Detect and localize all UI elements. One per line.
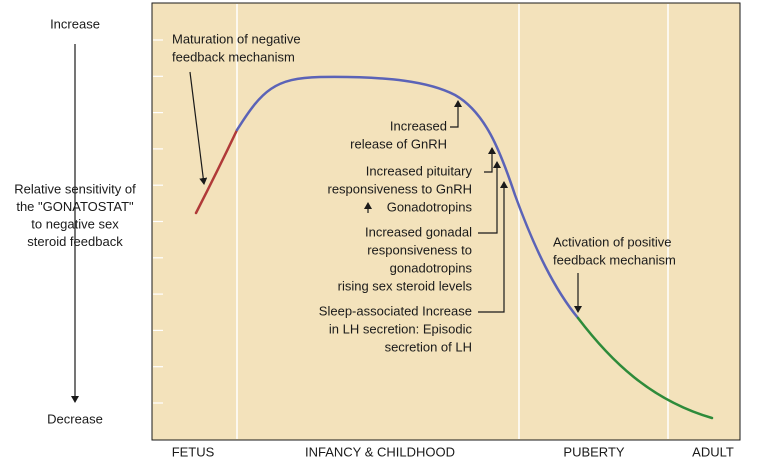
panel (151, 2, 741, 441)
annotation: responsiveness to (367, 242, 472, 257)
annotation: Gonadotropins (387, 199, 473, 214)
annotation: in LH secretion: Episodic (329, 321, 473, 336)
x-label: PUBERTY (563, 444, 624, 459)
y-bottom-label: Decrease (47, 411, 103, 426)
annotation: release of GnRH (350, 136, 447, 151)
annotation: Activation of positive (553, 234, 672, 249)
y-axis-title: Relative sensitivity of (14, 181, 136, 196)
annotation: gonadotropins (390, 260, 473, 275)
annotation-arrows (189, 71, 582, 313)
curve-fetal (194, 128, 239, 215)
y-axis-title: steroid feedback (27, 234, 123, 249)
y-axis-title: to negative sex (31, 216, 119, 231)
axis-ticks (153, 39, 163, 404)
curve-puberty (576, 316, 714, 420)
annotation: Increased pituitary (366, 163, 473, 178)
annotation: Increased gonadal (365, 224, 472, 239)
stage-dividers (236, 4, 669, 439)
annotation: Maturation of negative (172, 31, 301, 46)
annotation: secretion of LH (385, 339, 472, 354)
x-label: FETUS (172, 444, 215, 459)
curve (194, 75, 714, 420)
annotation: feedback mechanism (172, 49, 295, 64)
annotation: feedback mechanism (553, 252, 676, 267)
y-top-label: Increase (50, 16, 100, 31)
y-axis-title: the "GONATOSTAT" (16, 199, 134, 214)
annotation: Increased (390, 118, 447, 133)
annotation: rising sex steroid levels (338, 278, 473, 293)
x-label: ADULT (692, 444, 734, 459)
annotation: responsiveness to GnRH (327, 181, 472, 196)
x-label: INFANCY & CHILDHOOD (305, 444, 455, 459)
annotation: Sleep-associated Increase (319, 303, 472, 318)
curve-childhood (235, 75, 580, 320)
